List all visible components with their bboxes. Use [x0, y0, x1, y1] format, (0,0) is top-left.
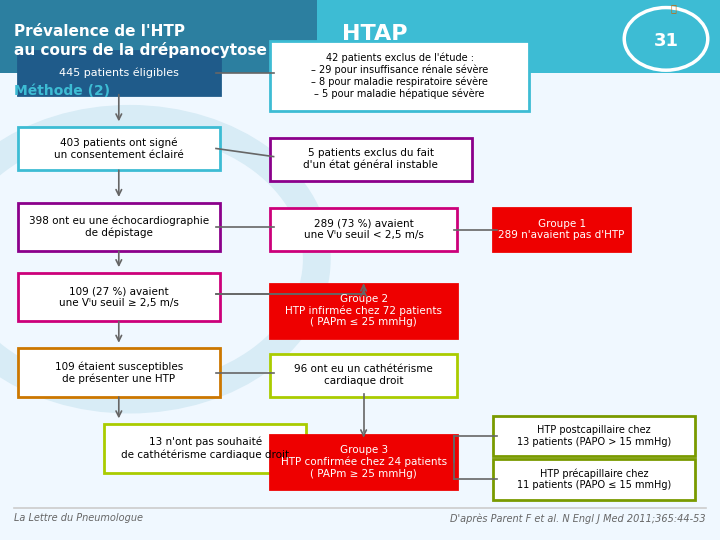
- Text: Groupe 1
289 n'avaient pas d'HTP: Groupe 1 289 n'avaient pas d'HTP: [498, 219, 625, 240]
- Text: Méthode (2): Méthode (2): [14, 84, 111, 98]
- Circle shape: [624, 8, 708, 70]
- FancyBboxPatch shape: [18, 127, 220, 170]
- FancyBboxPatch shape: [104, 424, 306, 472]
- Text: 42 patients exclus de l'étude :
– 29 pour insuffisance rénale sévère
– 8 pour ma: 42 patients exclus de l'étude : – 29 pou…: [311, 52, 488, 99]
- Text: 403 patients ont signé
un consentement éclairé: 403 patients ont signé un consentement é…: [54, 138, 184, 159]
- FancyBboxPatch shape: [270, 435, 457, 489]
- FancyBboxPatch shape: [18, 348, 220, 397]
- Text: 289 (73 %) avaient
une Vᴵᴜ seuil < 2,5 m/s: 289 (73 %) avaient une Vᴵᴜ seuil < 2,5 m…: [304, 219, 423, 240]
- Text: 31: 31: [654, 32, 678, 50]
- FancyBboxPatch shape: [270, 40, 529, 111]
- Text: 109 étaient susceptibles
de présenter une HTP: 109 étaient susceptibles de présenter un…: [55, 361, 183, 384]
- Text: Groupe 3
HTP confirmée chez 24 patients
( PAPm ≥ 25 mmHg): Groupe 3 HTP confirmée chez 24 patients …: [281, 445, 446, 478]
- Text: 109 (27 %) avaient
une Vᴵᴜ seuil ≥ 2,5 m/s: 109 (27 %) avaient une Vᴵᴜ seuil ≥ 2,5 m…: [59, 286, 179, 308]
- Text: Groupe 2
HTP infirmée chez 72 patients
( PAPm ≤ 25 mmHg): Groupe 2 HTP infirmée chez 72 patients (…: [285, 294, 442, 327]
- Text: La Lettre du Pneumologue: La Lettre du Pneumologue: [14, 514, 143, 523]
- Text: D'après Parent F et al. N Engl J Med 2011;365:44-53: D'après Parent F et al. N Engl J Med 201…: [450, 513, 706, 524]
- FancyBboxPatch shape: [493, 459, 695, 500]
- FancyBboxPatch shape: [18, 51, 220, 94]
- Text: Prévalence de l'HTP
au cours de la drépanocytose (3): Prévalence de l'HTP au cours de la drépa…: [14, 24, 297, 58]
- FancyBboxPatch shape: [493, 416, 695, 456]
- Text: 13 n'ont pas souhaité
de cathétérisme cardiaque droit: 13 n'ont pas souhaité de cathétérisme ca…: [121, 437, 289, 460]
- FancyBboxPatch shape: [270, 284, 457, 338]
- FancyBboxPatch shape: [270, 208, 457, 251]
- Text: HTP postcapillaire chez
13 patients (PAPO > 15 mmHg): HTP postcapillaire chez 13 patients (PAP…: [517, 426, 671, 447]
- Text: 398 ont eu une échocardiographie
de dépistage: 398 ont eu une échocardiographie de dépi…: [29, 215, 209, 238]
- Text: 🐦: 🐦: [670, 3, 676, 13]
- FancyBboxPatch shape: [18, 202, 220, 251]
- FancyBboxPatch shape: [270, 354, 457, 397]
- FancyBboxPatch shape: [18, 273, 220, 321]
- Text: 445 patients éligibles: 445 patients éligibles: [59, 68, 179, 78]
- FancyBboxPatch shape: [493, 208, 630, 251]
- FancyBboxPatch shape: [0, 0, 317, 73]
- FancyBboxPatch shape: [0, 0, 720, 73]
- FancyBboxPatch shape: [270, 138, 472, 181]
- Text: HTAP: HTAP: [342, 24, 407, 44]
- Text: 5 patients exclus du fait
d'un état général instable: 5 patients exclus du fait d'un état géné…: [303, 148, 438, 171]
- Text: HTP précapillaire chez
11 patients (PAPO ≤ 15 mmHg): HTP précapillaire chez 11 patients (PAPO…: [517, 468, 671, 490]
- Text: 96 ont eu un cathétérisme
cardiaque droit: 96 ont eu un cathétérisme cardiaque droi…: [294, 364, 433, 386]
